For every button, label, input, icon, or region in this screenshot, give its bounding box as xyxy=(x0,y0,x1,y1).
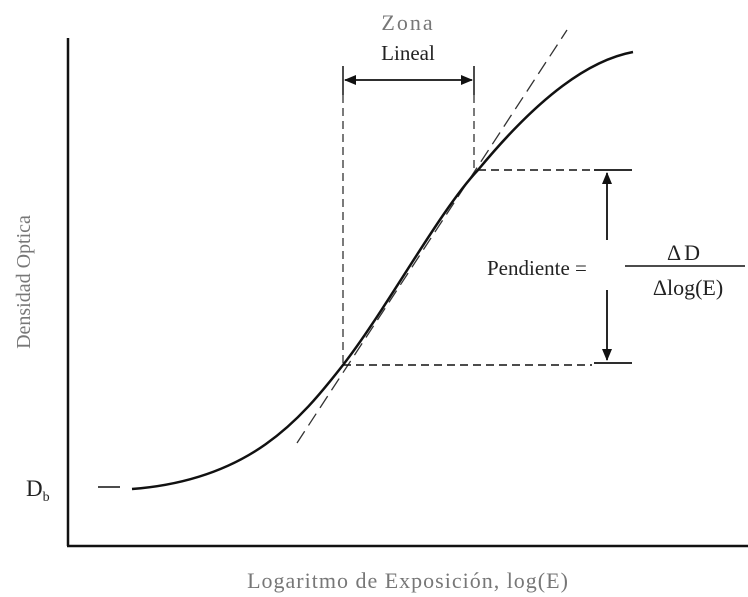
base-label: Db xyxy=(26,476,50,505)
characteristic-curve xyxy=(131,50,634,491)
base-label-sub: b xyxy=(43,490,50,505)
slope-label: Pendiente = xyxy=(487,256,587,280)
slope-numerator: ΔD xyxy=(667,240,703,265)
zone-label: Zona xyxy=(381,10,434,35)
base-label-main: D xyxy=(26,476,43,501)
slope-denominator: Δlog(E) xyxy=(653,275,723,300)
x-axis-label: Logaritmo de Exposición, log(E) xyxy=(247,568,569,593)
zone-label: Lineal xyxy=(381,41,435,65)
tangent-line xyxy=(296,29,568,444)
y-axis-label: Densidad Optica xyxy=(13,215,35,349)
